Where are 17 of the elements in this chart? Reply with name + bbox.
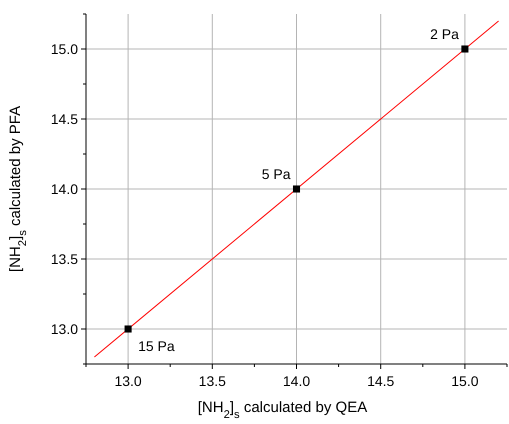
x-axis-title: [NH$_{2}$]$_{s}$ calculated by QEA <box>198 399 368 421</box>
x-tick-label: 13.5 <box>198 373 226 389</box>
point <box>124 325 132 333</box>
y-tick-label: 13.0 <box>50 321 78 337</box>
annotation: 2 Pa <box>430 26 460 42</box>
y-tick-label: 13.5 <box>50 251 78 267</box>
y-tick-label: 14.5 <box>50 111 78 127</box>
x-tick-label: 14.0 <box>282 373 310 389</box>
y-tick-label: 15.0 <box>50 41 78 57</box>
x-tick-label: 15.0 <box>451 373 479 389</box>
annotation: 15 Pa <box>138 338 175 354</box>
point <box>461 45 468 53</box>
annotation: 5 Pa <box>262 166 291 182</box>
x-tick-label: 13.0 <box>114 373 142 389</box>
y-tick-label: 14.0 <box>50 181 78 197</box>
x-tick-label: 14.5 <box>367 373 395 389</box>
point <box>292 185 300 193</box>
